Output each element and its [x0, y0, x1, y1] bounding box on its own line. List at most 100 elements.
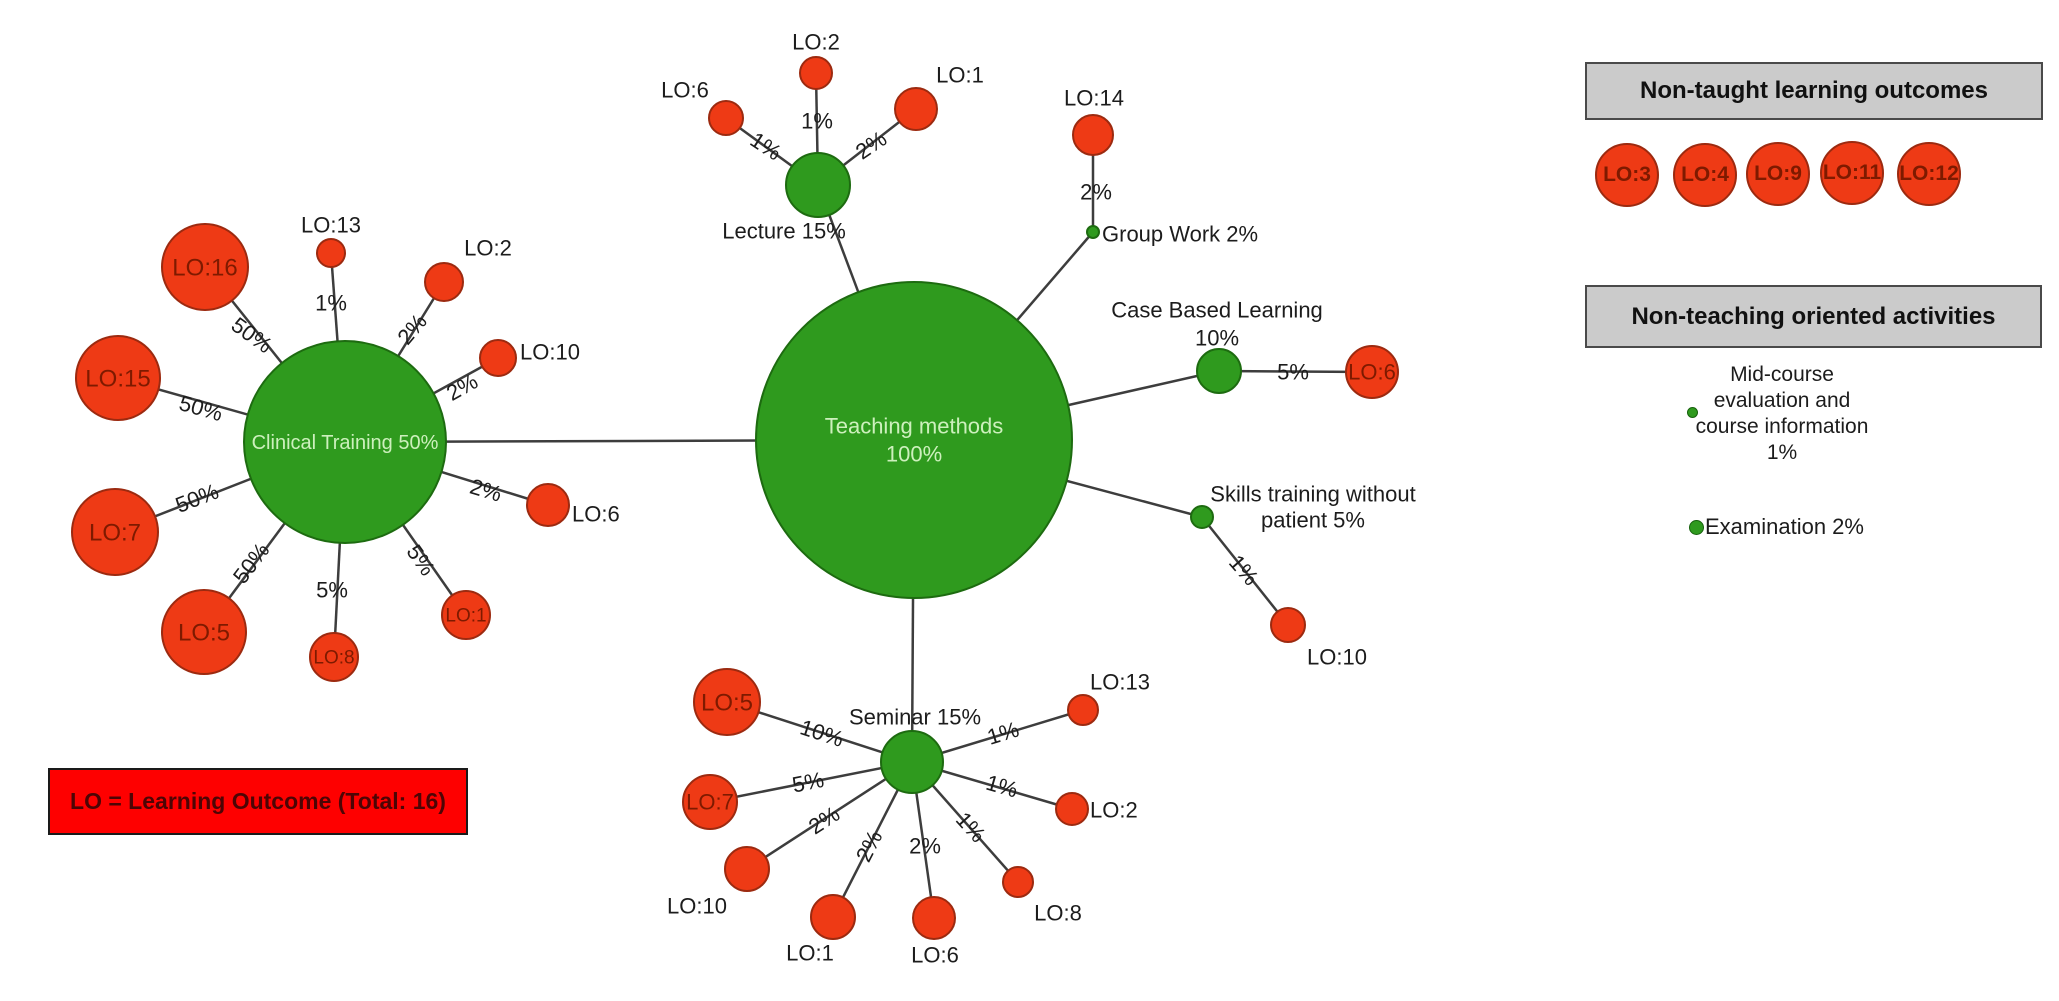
pct-groupwork-lo14: 2% — [1080, 180, 1112, 205]
pct-clinical-lo13: 1% — [315, 291, 347, 316]
node-skills-training-dot — [1190, 505, 1214, 529]
pct-clinical-lo2: 2% — [392, 309, 432, 349]
node-case-based-learning — [1196, 348, 1242, 394]
node-skills-lo10 — [1270, 607, 1306, 643]
node-seminar-lo8 — [1002, 866, 1034, 898]
examination-entry: Examination 2% — [1689, 514, 1864, 540]
pct-clinical-lo6: 2% — [467, 474, 505, 507]
node-clinical-lo2 — [424, 262, 464, 302]
lo-note-box: LO = Learning Outcome (Total: 16) — [48, 768, 468, 835]
node-clinical-lo5-label: LO:5 — [178, 619, 230, 646]
label-group-work: Group Work 2% — [1102, 222, 1258, 247]
label-lecture-lo6: LO:6 — [661, 78, 709, 103]
legend-circle-lo3: LO:3 — [1595, 143, 1659, 207]
pct-lecture-lo2: 1% — [801, 109, 833, 134]
pct-seminar-lo5: 10% — [797, 714, 847, 751]
node-seminar-lo13 — [1067, 694, 1099, 726]
mid-course-line1: Mid-course — [1730, 363, 1834, 386]
pct-clinical-lo15: 50% — [176, 390, 225, 426]
pct-skills-lo10: 1% — [1224, 550, 1264, 590]
mid-course-line2: evaluation and — [1713, 389, 1851, 412]
node-clinical-lo1 — [441, 590, 491, 640]
label-seminar-lo10: LO:10 — [667, 894, 727, 919]
legend-circle-lo9: LO:9 — [1746, 142, 1810, 206]
label-cbl-line1: Case Based Learning — [1111, 298, 1323, 323]
node-clinical-lo16 — [161, 223, 249, 311]
pct-clinical-lo1: 5% — [401, 540, 440, 580]
node-seminar-lo5 — [693, 668, 761, 736]
legend-circle-lo12: LO:12 — [1897, 142, 1961, 206]
non-taught-legend-title: Non-taught learning outcomes — [1640, 77, 1988, 104]
pct-clinical-lo7: 50% — [172, 479, 222, 518]
examination-dot-icon — [1689, 519, 1704, 535]
mid-course-entry: Mid-course evaluation and course informa… — [1672, 362, 1892, 466]
pct-seminar-lo2: 1% — [983, 770, 1020, 803]
node-clinical-lo10 — [479, 339, 517, 377]
legend-circle-lo11: LO:11 — [1820, 141, 1884, 205]
node-clinical-lo13 — [316, 238, 346, 268]
node-seminar — [880, 730, 944, 794]
pct-clinical-lo10: 2% — [442, 369, 482, 406]
legend-circle-lo9-label: LO:9 — [1754, 162, 1802, 185]
legend-circle-lo4: LO:4 — [1673, 143, 1737, 207]
non-taught-legend-box: Non-taught learning outcomes — [1585, 62, 2043, 120]
label-lecture-lo1: LO:1 — [936, 63, 984, 88]
node-seminar-lo1 — [810, 894, 856, 940]
label-clinical-lo2: LO:2 — [464, 236, 512, 261]
label-seminar-lo1: LO:1 — [786, 941, 834, 966]
node-clinical-lo15 — [75, 335, 161, 421]
non-teaching-legend-title: Non-teaching oriented activities — [1631, 302, 1996, 330]
legend-circle-lo12-label: LO:12 — [1899, 162, 1959, 185]
node-clinical-lo16-label: LO:16 — [172, 254, 237, 281]
node-clinical-lo6 — [526, 483, 570, 527]
node-cbl-lo6 — [1345, 345, 1399, 399]
node-clinical-training-label: Clinical Training 50% — [252, 432, 439, 454]
label-skills-lo10: LO:10 — [1307, 645, 1367, 670]
label-clinical-lo13: LO:13 — [301, 213, 361, 238]
pct-seminar-lo10: 2% — [804, 801, 844, 839]
node-clinical-lo7-label: LO:7 — [89, 519, 141, 546]
mid-course-dot-icon — [1687, 407, 1698, 418]
node-seminar-lo2 — [1055, 792, 1089, 826]
edge-skills-lo10 — [1201, 516, 1289, 626]
edge-seminar-lo7 — [709, 760, 913, 804]
node-seminar-lo7-label: LO:7 — [686, 790, 734, 815]
label-skills-line1: Skills training without — [1210, 482, 1415, 507]
legend-circle-lo11-label: LO:11 — [1822, 161, 1882, 184]
label-skills-line2: patient 5% — [1261, 508, 1365, 533]
label-lecture-lo2: LO:2 — [792, 30, 840, 55]
pct-seminar-lo1: 2% — [851, 826, 888, 866]
node-lecture — [785, 152, 851, 218]
pct-lecture-lo6: 1% — [746, 127, 786, 165]
node-seminar-lo6 — [912, 896, 956, 940]
node-clinical-lo15-label: LO:15 — [85, 365, 150, 392]
node-lecture-lo6 — [708, 100, 744, 136]
label-seminar-lo8: LO:8 — [1034, 901, 1082, 926]
lo-note-text: LO = Learning Outcome (Total: 16) — [70, 788, 446, 814]
node-seminar-lo7 — [682, 774, 738, 830]
node-seminar-lo10 — [724, 846, 770, 892]
node-groupwork-lo14 — [1072, 114, 1114, 156]
node-lecture-lo2 — [799, 56, 833, 90]
node-teaching-methods — [755, 281, 1073, 599]
label-seminar-lo6: LO:6 — [911, 943, 959, 968]
pct-cbl-lo6: 5% — [1277, 360, 1309, 385]
label-lecture: Lecture 15% — [722, 219, 846, 244]
node-lecture-lo1 — [894, 87, 938, 131]
node-clinical-lo8-label: LO:8 — [313, 648, 354, 669]
mid-course-line3: course information — [1695, 415, 1869, 438]
pct-clinical-lo8: 5% — [316, 578, 348, 603]
label-seminar: Seminar 15% — [849, 705, 981, 730]
label-groupwork-lo14: LO:14 — [1064, 86, 1124, 111]
mid-course-line4: 1% — [1766, 441, 1798, 464]
node-group-work-dot — [1086, 225, 1100, 239]
node-clinical-training — [243, 340, 447, 544]
node-seminar-lo5-label: LO:5 — [701, 689, 753, 716]
label-seminar-lo2: LO:2 — [1090, 798, 1138, 823]
node-clinical-lo5 — [161, 589, 247, 675]
label-clinical-lo6: LO:6 — [572, 502, 620, 527]
legend-circle-lo4-label: LO:4 — [1681, 163, 1729, 186]
examination-label: Examination 2% — [1705, 514, 1864, 539]
